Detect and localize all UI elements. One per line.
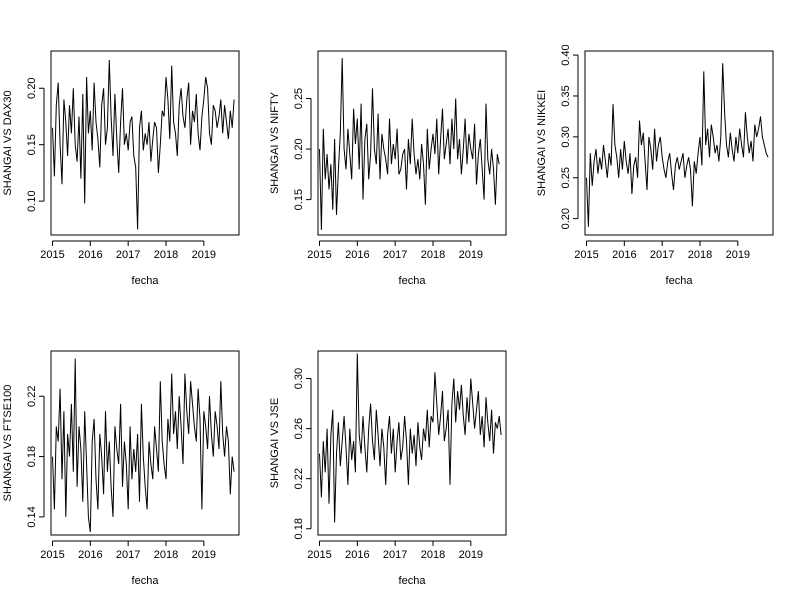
x-tick-label: 2018 [688,249,712,261]
x-tick-label: 2015 [40,549,64,561]
x-tick-label: 2016 [345,249,369,261]
x-axis-title: fecha [399,275,427,287]
plot-frame [317,350,507,536]
y-axis-title: SHANGAI VS NIKKEI [536,90,548,196]
x-axis-title: fecha [666,275,694,287]
plot-frame [317,50,507,236]
y-tick-label: 0.15 [26,134,38,155]
y-tick-label: 0.15 [293,189,305,210]
x-tick-label: 2017 [116,249,140,261]
x-axis-title: fecha [132,575,160,587]
series-line-shangai-vs-nifty [319,58,500,230]
x-axis-title: fecha [132,275,160,287]
panel-shangai-vs-dax30: 2015 2016 2017 2018 2019 0.10 0.15 0.20 fecha SHA… [2,50,240,287]
y-tick-label: 0.30 [293,368,305,389]
panel-shangai-vs-jse: 2015 2016 2017 2018 2019 0.18 0.22 0.26 0.30 fech… [269,350,507,587]
x-tick-label: 2015 [574,249,598,261]
x-axis-title: fecha [399,575,427,587]
y-tick-label: 0.25 [293,88,305,109]
y-tick-label: 0.10 [26,190,38,211]
panel-shangai-vs-ftse100: 2015 2016 2017 2018 2019 0.14 0.18 0.22 fecha SHA… [2,350,240,587]
y-tick-label: 0.22 [293,468,305,489]
panel-shangai-vs-nifty: 2015 2016 2017 2018 2019 0.15 0.20 0.25 fecha SHA… [269,50,507,287]
y-tick-label: 0.20 [26,78,38,99]
plot-frame [50,350,240,536]
y-tick-label: 0.18 [26,446,38,467]
plot-panels: 2015 2016 2017 2018 2019 0.10 0.15 0.20 fecha SHA… [2,44,774,587]
y-axis-title: SHANGAI VS FTSE100 [2,385,14,502]
x-tick-label: 2016 [345,549,369,561]
y-tick-label: 0.35 [560,85,572,106]
x-tick-label: 2017 [383,549,407,561]
y-tick-label: 0.22 [26,386,38,407]
y-tick-label: 0.20 [560,208,572,229]
x-tick-label: 2018 [421,549,445,561]
x-tick-label: 2015 [307,249,331,261]
plot-frame [584,50,774,236]
x-tick-label: 2015 [40,249,64,261]
x-tick-label: 2019 [726,249,750,261]
panel-shangai-vs-nikkei: 2015 2016 2017 2018 2019 0.20 0.25 0.30 0.35 0.40… [536,44,774,287]
x-tick-label: 2016 [78,249,102,261]
y-tick-label: 0.26 [293,418,305,439]
series-line-shangai-vs-nikkei [586,63,769,227]
x-tick-label: 2015 [307,549,331,561]
plot-frame [50,50,240,236]
y-tick-label: 0.30 [560,126,572,147]
y-tick-label: 0.20 [293,138,305,159]
x-tick-label: 2018 [154,249,178,261]
y-tick-label: 0.25 [560,167,572,188]
y-axis-title: SHANGAI VS JSE [269,398,281,488]
x-tick-label: 2019 [192,549,216,561]
series-line-shangai-vs-dax30 [52,59,235,230]
series-line-shangai-vs-ftse100 [52,358,235,533]
y-tick-label: 0.18 [293,518,305,539]
x-tick-label: 2019 [459,249,483,261]
x-tick-label: 2017 [650,249,674,261]
y-axis-title: SHANGAI VS NIFTY [269,91,281,194]
x-tick-label: 2018 [154,549,178,561]
y-tick-label: 0.14 [26,506,38,527]
x-tick-label: 2016 [612,249,636,261]
x-tick-label: 2019 [459,549,483,561]
y-axis-title: SHANGAI VS DAX30 [2,90,14,195]
x-tick-label: 2018 [421,249,445,261]
x-tick-label: 2017 [383,249,407,261]
x-tick-label: 2019 [192,249,216,261]
x-tick-label: 2017 [116,549,140,561]
series-line-shangai-vs-jse [319,353,502,523]
x-tick-label: 2016 [78,549,102,561]
y-tick-label: 0.40 [560,44,572,65]
